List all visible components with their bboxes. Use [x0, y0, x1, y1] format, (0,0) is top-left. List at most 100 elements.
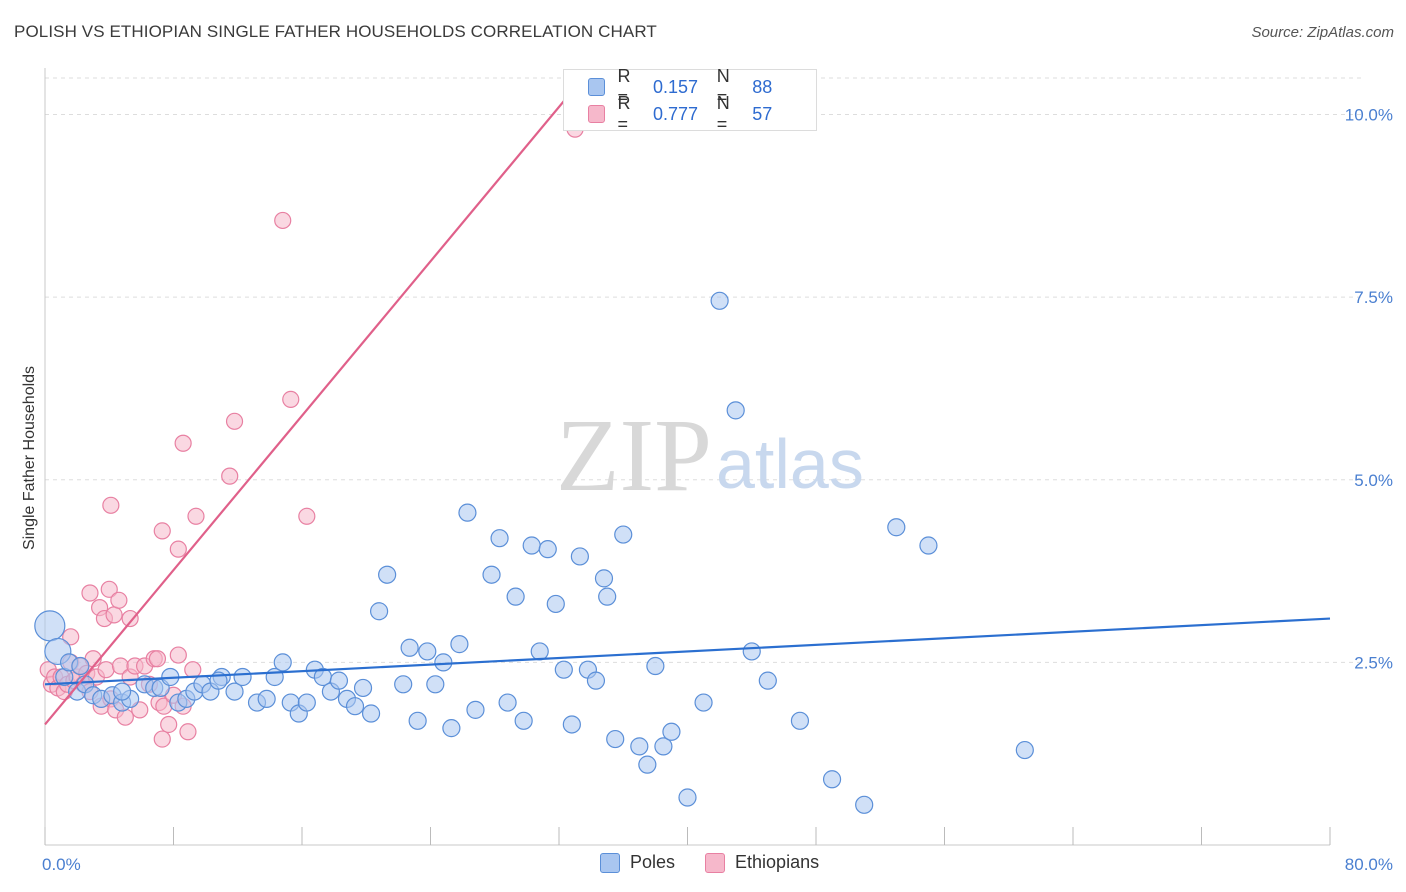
- poles-point: [630, 737, 649, 756]
- ethiopians-point: [179, 723, 197, 741]
- poles-point: [546, 594, 565, 614]
- y-tick-label: 5.0%: [1354, 471, 1393, 490]
- ethiopians-point: [121, 609, 139, 628]
- correlation-legend: R = 0.157 N = 88 R = 0.777 N = 57: [563, 66, 817, 134]
- poles-point: [329, 671, 349, 690]
- poles-point: [522, 536, 541, 555]
- poles-point: [418, 642, 437, 661]
- poles-point: [225, 682, 244, 701]
- legend-n-label: N =: [716, 66, 730, 107]
- poles-point: [112, 682, 132, 701]
- watermark-atlas: atlas: [716, 425, 864, 503]
- chart-title: POLISH VS ETHIOPIAN SINGLE FATHER HOUSEH…: [14, 22, 657, 41]
- legend-item-poles[interactable]: Poles: [600, 852, 675, 873]
- legend-r-value: 0.157: [652, 76, 699, 97]
- poles-point: [742, 642, 761, 661]
- poles-point: [450, 635, 469, 654]
- poles-point: [273, 653, 292, 672]
- poles-point: [822, 770, 842, 789]
- ethiopians-swatch: [588, 105, 606, 123]
- series-legend: Poles Ethiopians: [600, 852, 849, 873]
- poles-point: [482, 565, 501, 584]
- ethiopians-points: [39, 120, 584, 748]
- poles-point: [434, 653, 453, 672]
- poles-point: [1015, 740, 1034, 760]
- ethiopians-point: [110, 591, 128, 609]
- poles-point: [458, 503, 477, 522]
- ethiopians-point: [105, 606, 123, 624]
- poles-point: [570, 547, 589, 566]
- legend-n-label: N =: [716, 93, 730, 134]
- ethiopians-point: [169, 646, 187, 664]
- poles-point: [297, 693, 316, 712]
- poles-point: [34, 610, 66, 642]
- poles-point: [490, 529, 509, 548]
- ethiopians-point: [81, 584, 99, 602]
- poles-legend-swatch: [600, 852, 620, 873]
- poles-point: [400, 638, 419, 657]
- poles-point: [887, 518, 906, 537]
- poles-points: [34, 291, 1034, 814]
- y-tick-label: 2.5%: [1354, 653, 1393, 672]
- poles-point: [646, 656, 665, 676]
- ethiopians-point: [100, 580, 118, 598]
- legend-n-value: 57: [752, 103, 773, 124]
- poles-point: [394, 675, 413, 694]
- ethiopians-legend-label: Ethiopians: [735, 852, 820, 872]
- poles-point: [361, 704, 381, 723]
- legend-item-ethiopians[interactable]: Ethiopians: [705, 852, 819, 873]
- ethiopians-point: [62, 628, 80, 646]
- poles-point: [654, 737, 673, 756]
- ethiopians-legend-swatch: [705, 852, 726, 873]
- ethiopians-trend-line: [44, 77, 584, 726]
- ethiopians-point: [174, 434, 192, 452]
- poles-point: [345, 697, 365, 716]
- poles-point: [638, 755, 657, 774]
- trend-lines: [44, 77, 1331, 726]
- poles-point: [506, 587, 525, 606]
- x-tick-label: 0.0%: [42, 855, 81, 874]
- poles-point: [257, 689, 276, 709]
- legend-r-value: 0.777: [652, 103, 699, 124]
- poles-point: [678, 788, 697, 807]
- poles-point: [758, 671, 777, 690]
- ethiopians-point: [221, 467, 239, 485]
- poles-point: [442, 719, 461, 738]
- poles-trend-line: [44, 617, 1331, 686]
- poles-point: [710, 291, 729, 310]
- axes: [44, 68, 1331, 846]
- poles-point: [426, 675, 445, 694]
- ethiopians-point: [97, 661, 115, 679]
- poles-point: [498, 693, 517, 712]
- legend-row-poles: R = 0.157 N = 88: [588, 66, 816, 107]
- poles-point: [919, 536, 938, 555]
- poles-point: [353, 678, 373, 698]
- tick-labels: 2.5% 5.0% 7.5% 10.0% 0.0% 80.0%: [42, 106, 1393, 874]
- legend-r-label: R =: [617, 66, 631, 107]
- y-tick-label: 7.5%: [1354, 288, 1393, 307]
- poles-point: [594, 569, 614, 588]
- gridlines: [45, 77, 1365, 663]
- poles-point: [233, 667, 252, 687]
- ethiopians-point: [102, 496, 120, 514]
- poles-point: [726, 401, 745, 420]
- ethiopians-point: [225, 412, 244, 430]
- x-tick-label: 80.0%: [1345, 855, 1393, 874]
- poles-point: [614, 525, 633, 544]
- legend-row-ethiopians: R = 0.777 N = 57: [588, 93, 816, 134]
- poles-point: [370, 602, 389, 621]
- source-credit: Source: ZipAtlas.com: [1251, 24, 1394, 41]
- poles-point: [662, 722, 681, 741]
- watermark-zip: ZIP: [556, 398, 712, 513]
- poles-point: [408, 711, 427, 730]
- ethiopians-point: [187, 507, 205, 525]
- ethiopians-point: [169, 540, 187, 558]
- legend-r-label: R =: [617, 93, 631, 134]
- poles-swatch: [588, 78, 606, 96]
- poles-point: [606, 729, 625, 749]
- poles-point: [790, 711, 810, 730]
- poles-point: [586, 671, 606, 690]
- poles-point: [378, 565, 397, 584]
- ethiopians-point: [153, 730, 171, 748]
